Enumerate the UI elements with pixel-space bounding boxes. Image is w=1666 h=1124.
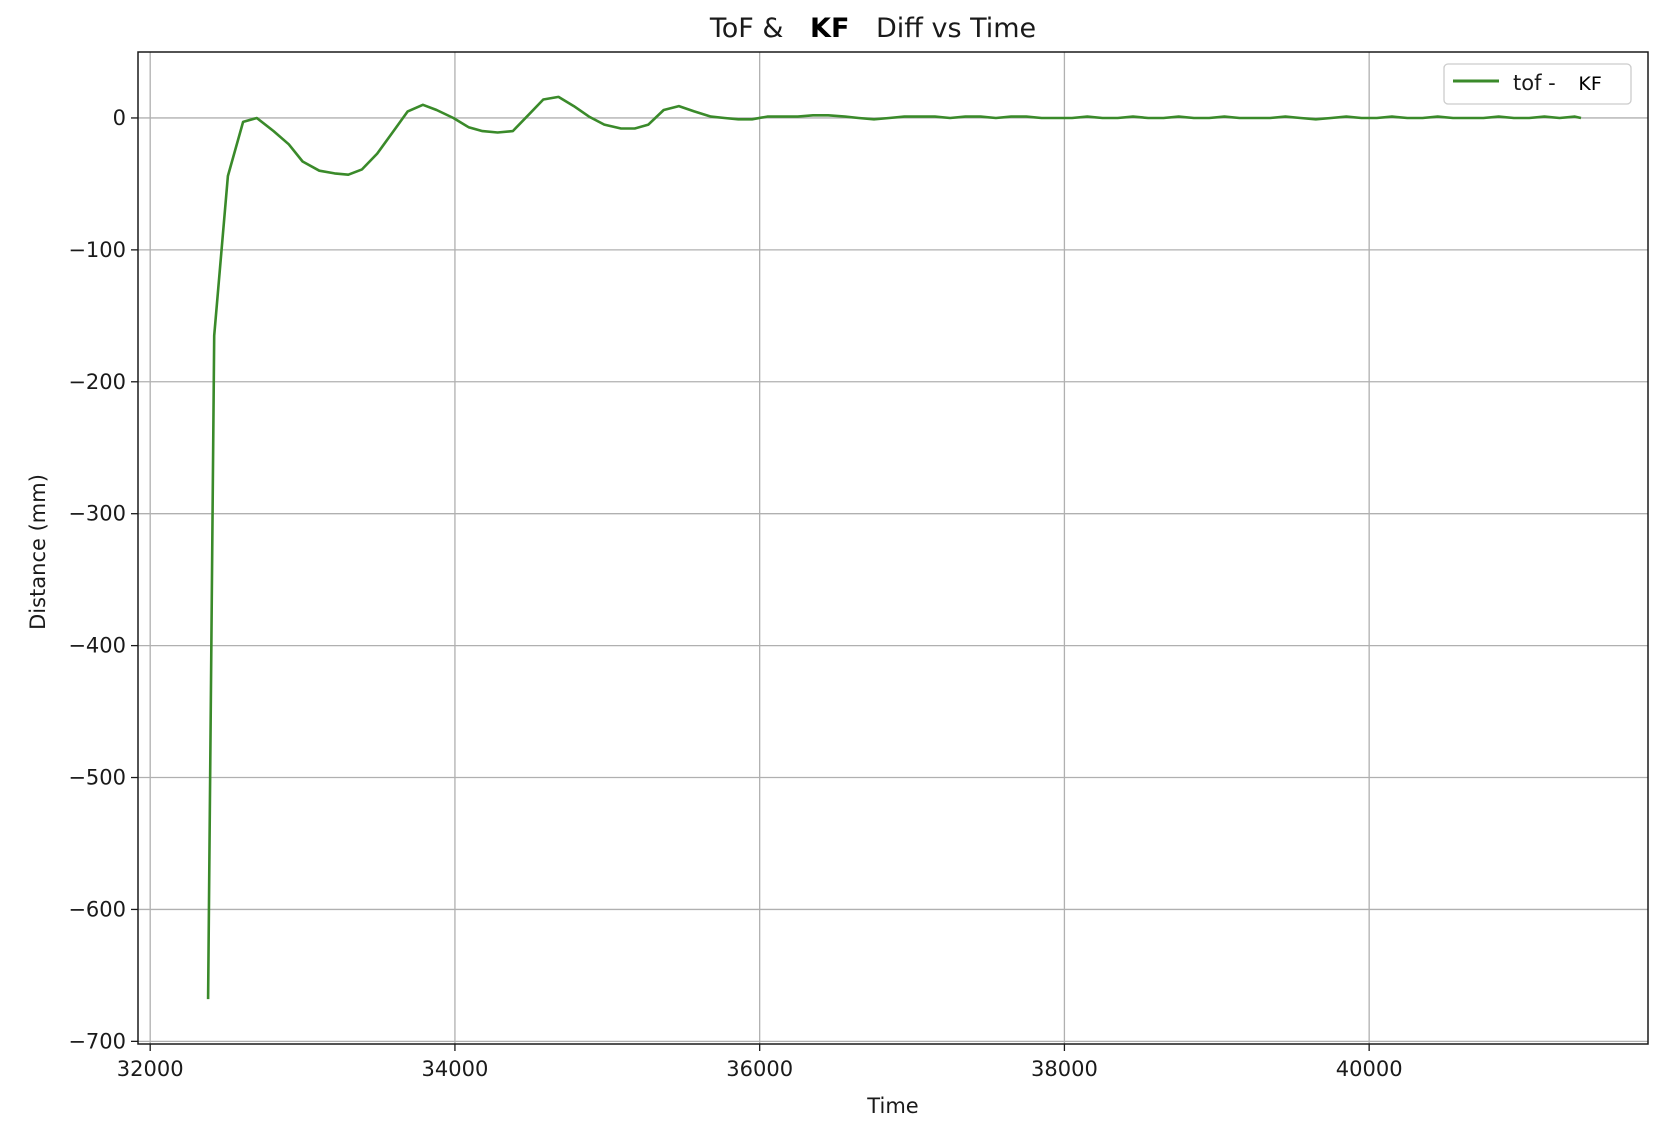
x-tick-label: 32000 (117, 1057, 184, 1081)
legend-entry-label: tof - KF (1513, 71, 1602, 95)
series-layer (206, 95, 1582, 1000)
legend-entry-emphasis: KF (1578, 73, 1601, 95)
y-tick-label: −600 (68, 897, 126, 921)
chart-title: ToF & KF Diff vs Time (709, 13, 1036, 44)
x-axis-label: Time (866, 1094, 918, 1118)
series-line-tof-kf (206, 95, 1582, 1000)
chart-title-suffix: Diff vs Time (876, 13, 1036, 44)
axes-frame (137, 51, 1649, 1045)
x-grid-lines (149, 52, 1370, 1044)
y-tick-label: 0 (113, 106, 126, 130)
x-tick-label: 38000 (1031, 1057, 1098, 1081)
y-tick-label: −400 (68, 634, 126, 658)
chart-title-prefix: ToF & (709, 13, 784, 44)
x-tick-label: 40000 (1336, 1057, 1403, 1081)
x-tick-label: 34000 (422, 1057, 489, 1081)
legend: tof - KF (1443, 63, 1632, 105)
y-axis-label: Distance (mm) (26, 474, 50, 630)
plot-area (138, 52, 1648, 1044)
y-tick-label: −200 (68, 370, 126, 394)
y-tick-label: −100 (68, 238, 126, 262)
y-tick-label: −500 (68, 766, 126, 790)
legend-entry-prefix: tof - (1513, 71, 1556, 95)
y-tick-label: −700 (68, 1029, 126, 1053)
x-ticks: 32000 34000 36000 38000 40000 (117, 1044, 1403, 1081)
y-ticks: 0 −100 −200 −300 −400 −500 −600 −700 (68, 106, 138, 1053)
y-tick-label: −300 (68, 502, 126, 526)
legend-box (1443, 63, 1632, 105)
chart-title-emphasis: KF (810, 13, 849, 44)
x-tick-label: 36000 (726, 1057, 793, 1081)
